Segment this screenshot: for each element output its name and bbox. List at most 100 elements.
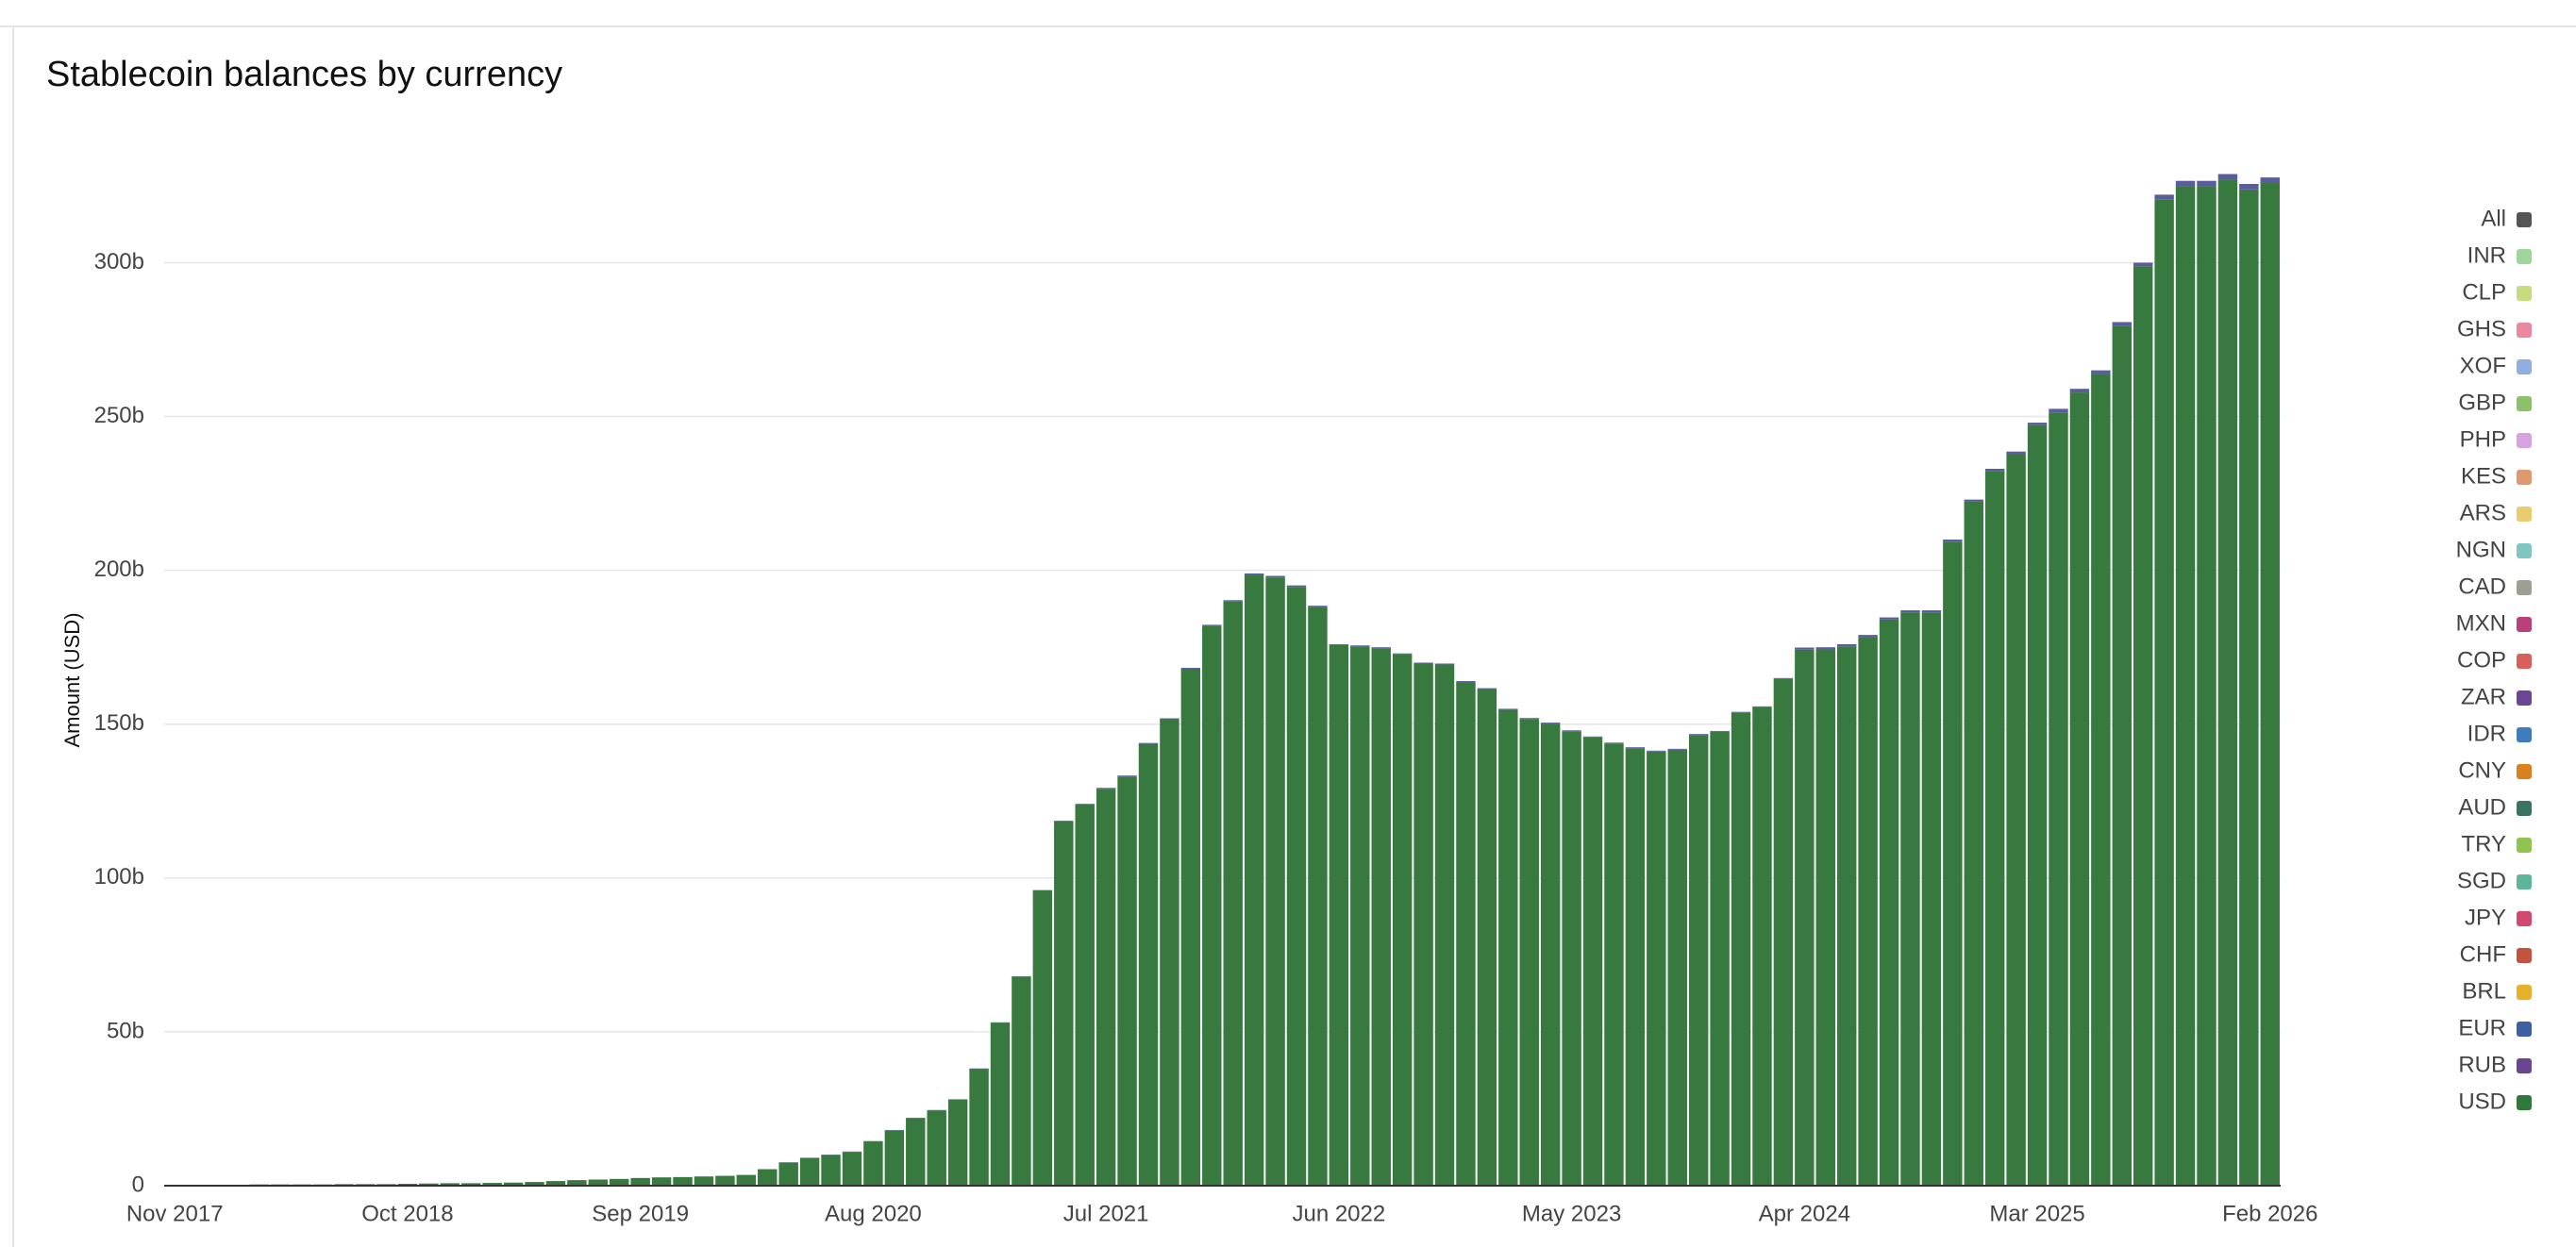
bar-segment — [1371, 648, 1391, 1186]
bar-segment — [947, 1099, 968, 1186]
bar-segment — [1350, 646, 1370, 1186]
bar-segment — [1096, 788, 1116, 790]
legend-label: INR — [2467, 242, 2506, 268]
bar-segment — [778, 1162, 798, 1186]
bar-segment — [610, 1178, 629, 1186]
x-tick-label: Jun 2022 — [1292, 1201, 1385, 1226]
bar-segment — [1244, 573, 1264, 575]
legend-label: USD — [2458, 1089, 2506, 1114]
bar-segment — [1964, 501, 1983, 1186]
bar-segment — [2239, 183, 2259, 190]
bar-segment — [906, 1118, 926, 1186]
legend-label: GBP — [2458, 390, 2506, 415]
bar-segment — [673, 1176, 693, 1186]
x-tick-label: Aug 2020 — [825, 1201, 922, 1226]
bar-segment — [1984, 469, 2005, 472]
bar-segment — [1921, 612, 1942, 1186]
bar-segment — [1625, 747, 1646, 749]
legend-label: IDR — [2467, 721, 2506, 746]
bar-segment — [2175, 180, 2196, 187]
bar-segment — [2175, 186, 2196, 1186]
bar-segment — [1710, 730, 1730, 732]
chart-title: Stablecoin balances by currency — [46, 55, 562, 94]
bar-segment — [1795, 647, 1815, 650]
bar-segment — [1117, 775, 1137, 777]
bar-segment — [1075, 804, 1095, 1186]
bar-segment — [2069, 389, 2090, 393]
bar-segment — [1519, 719, 1539, 1186]
bar-segment — [1688, 735, 1709, 1186]
legend-swatch — [2517, 359, 2532, 374]
y-axis-title: Amount (USD) — [60, 612, 84, 747]
bar-segment — [419, 1183, 439, 1186]
bar-segment — [2112, 322, 2132, 326]
legend-swatch — [2517, 249, 2532, 264]
legend-swatch — [2517, 580, 2532, 595]
legend-label: SGD — [2457, 868, 2506, 893]
bar-segment — [1392, 653, 1413, 655]
x-tick-label: May 2023 — [1522, 1201, 1621, 1226]
y-tick-label: 150b — [94, 710, 144, 736]
bar-segment — [1456, 682, 1476, 1186]
bar-segment — [863, 1141, 883, 1186]
bar-segment — [1371, 647, 1391, 649]
legend-swatch — [2517, 212, 2532, 227]
bar-segment — [927, 1110, 946, 1186]
bar-segment — [1858, 637, 1878, 1186]
x-tick-label: Nov 2017 — [126, 1201, 224, 1226]
legend-swatch — [2517, 985, 2532, 1000]
bar-segment — [1477, 689, 1497, 1186]
legend-swatch — [2517, 1058, 2532, 1073]
legend-swatch — [2517, 874, 2532, 890]
bar-segment — [1202, 624, 1222, 626]
legend-label: CLP — [2462, 279, 2506, 305]
legend-label: MXN — [2456, 610, 2506, 636]
legend-swatch — [2517, 838, 2532, 853]
bar-segment — [1604, 742, 1624, 744]
x-tick-label: Oct 2018 — [361, 1201, 453, 1226]
bar-segment — [1286, 585, 1307, 588]
bar-segment — [2069, 392, 2090, 1186]
bar-segment — [2027, 424, 2048, 1186]
bar-segment — [1836, 646, 1857, 1186]
bar-segment — [2006, 454, 2026, 1186]
bar-segment — [1434, 664, 1455, 1186]
legend-swatch — [2517, 1095, 2532, 1110]
bar-segment — [2260, 177, 2280, 183]
legend-swatch — [2517, 617, 2532, 632]
bar-segment — [1879, 617, 1899, 620]
bar-segment — [2049, 412, 2068, 1186]
bar-segment — [1604, 743, 1624, 1186]
x-tick-label: Mar 2025 — [1989, 1201, 2084, 1226]
bar-segment — [694, 1176, 714, 1186]
bar-segment — [482, 1183, 502, 1186]
bar-segment — [1498, 709, 1518, 1186]
bar-segment — [1773, 678, 1794, 1186]
bar-segment — [1180, 669, 1201, 1186]
bar-segment — [2133, 262, 2153, 267]
bar-segment — [2133, 266, 2153, 1186]
legend-label: EUR — [2458, 1015, 2506, 1040]
bar-segment — [545, 1181, 566, 1186]
bar-segment — [1096, 789, 1116, 1186]
legend-swatch — [2517, 396, 2532, 411]
bar-segment — [2197, 186, 2216, 1186]
bar-segment — [821, 1155, 841, 1186]
bar-segment — [2260, 182, 2280, 1187]
bar-segment — [2154, 194, 2174, 200]
bar-segment — [1879, 619, 1899, 1186]
legend-swatch — [2517, 286, 2532, 301]
bar-segment — [2154, 199, 2174, 1187]
bar-segment — [1477, 688, 1497, 690]
bar-segment — [1202, 625, 1222, 1186]
bar-segment — [1032, 890, 1053, 1186]
legend-swatch — [2517, 764, 2532, 779]
bar-segment — [2027, 423, 2048, 425]
bar-segment — [990, 1023, 1011, 1186]
bar-segment — [1984, 471, 2005, 1186]
legend-label: PHP — [2460, 426, 2506, 452]
bar-segment — [1138, 742, 1159, 744]
bar-segment — [1180, 668, 1201, 670]
x-tick-label: Jul 2021 — [1063, 1201, 1149, 1226]
